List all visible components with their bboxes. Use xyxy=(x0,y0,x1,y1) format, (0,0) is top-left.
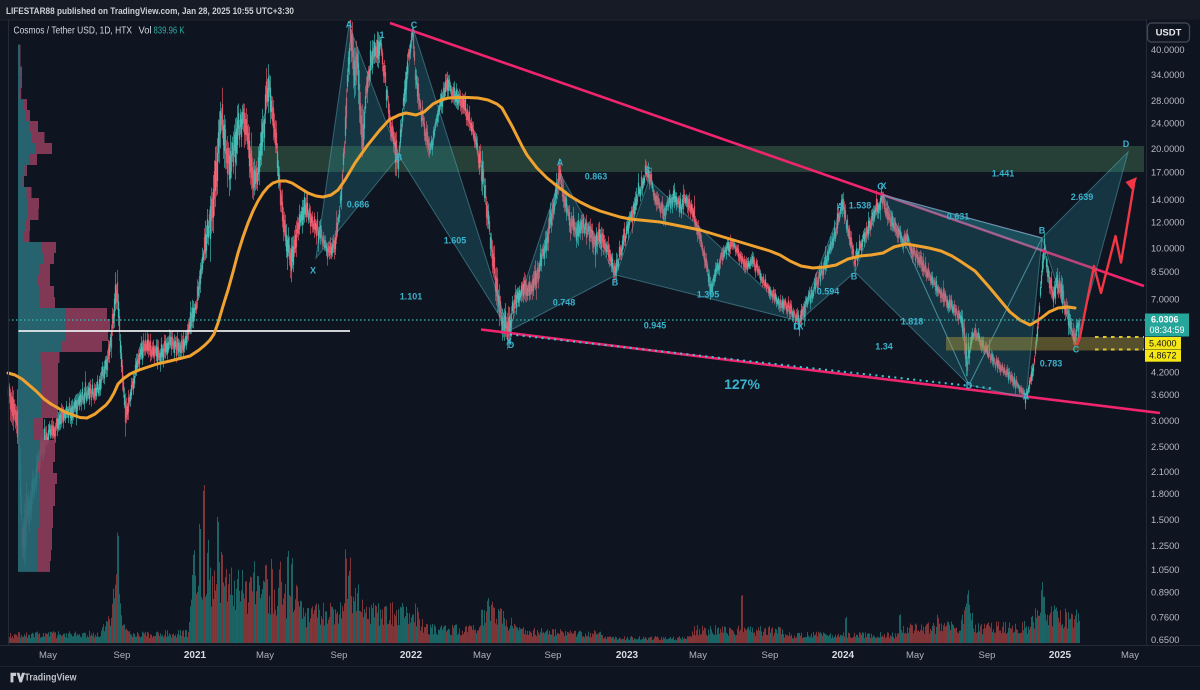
svg-text:B: B xyxy=(612,278,619,288)
svg-text:2022: 2022 xyxy=(400,650,423,661)
svg-text:TradingView: TradingView xyxy=(25,672,78,684)
svg-text:2.5000: 2.5000 xyxy=(1151,442,1179,452)
svg-text:X: X xyxy=(506,337,512,347)
svg-text:34.0000: 34.0000 xyxy=(1151,70,1185,80)
svg-text:1.818: 1.818 xyxy=(901,317,924,327)
svg-text:1.101: 1.101 xyxy=(400,292,423,302)
svg-text:Sep: Sep xyxy=(979,650,996,661)
svg-text:1.34: 1.34 xyxy=(875,342,893,352)
svg-text:Cosmos / Tether USD, 1D, HTX: Cosmos / Tether USD, 1D, HTX xyxy=(14,26,133,37)
svg-text:May: May xyxy=(906,650,924,661)
svg-text:May: May xyxy=(256,650,274,661)
svg-text:20.0000: 20.0000 xyxy=(1151,144,1185,154)
svg-text:1.605: 1.605 xyxy=(444,236,467,246)
svg-text:127%: 127% xyxy=(724,376,760,392)
svg-text:0.7600: 0.7600 xyxy=(1151,613,1179,623)
svg-text:4.8672: 4.8672 xyxy=(1149,351,1177,361)
svg-text:0.594: 0.594 xyxy=(817,287,840,297)
svg-text:1.0500: 1.0500 xyxy=(1151,565,1179,575)
svg-text:4.2000: 4.2000 xyxy=(1151,368,1179,378)
svg-text:D: D xyxy=(793,322,800,332)
svg-text:C: C xyxy=(1073,345,1080,355)
svg-text:0.748: 0.748 xyxy=(553,298,576,308)
svg-text:0.8900: 0.8900 xyxy=(1151,588,1179,598)
svg-text:B: B xyxy=(851,272,858,282)
svg-text:14.0000: 14.0000 xyxy=(1151,195,1185,205)
svg-text:0.686: 0.686 xyxy=(347,200,370,210)
svg-text:May: May xyxy=(689,650,707,661)
svg-text:X: X xyxy=(880,181,886,191)
svg-text:0.783: 0.783 xyxy=(1040,359,1063,369)
svg-text:2.1000: 2.1000 xyxy=(1151,467,1179,477)
svg-text:0.863: 0.863 xyxy=(585,172,608,182)
svg-text:A: A xyxy=(557,158,564,168)
svg-text:2023: 2023 xyxy=(616,650,639,661)
svg-text:C: C xyxy=(645,166,652,176)
svg-text:28.0000: 28.0000 xyxy=(1151,96,1185,106)
svg-text:Sep: Sep xyxy=(114,650,131,661)
svg-text:0.6500: 0.6500 xyxy=(1151,635,1179,645)
svg-text:24.0000: 24.0000 xyxy=(1151,119,1185,129)
svg-text:Vol: Vol xyxy=(139,26,152,37)
svg-text:1.5000: 1.5000 xyxy=(1151,515,1179,525)
svg-text:10.0000: 10.0000 xyxy=(1151,244,1185,254)
svg-text:Sep: Sep xyxy=(331,650,348,661)
svg-text:X: X xyxy=(310,266,316,276)
svg-text:2024: 2024 xyxy=(832,650,855,661)
svg-text:0.945: 0.945 xyxy=(644,321,667,331)
svg-text:1.2500: 1.2500 xyxy=(1151,541,1179,551)
svg-text:USDT: USDT xyxy=(1156,28,1182,39)
svg-text:A: A xyxy=(346,20,353,30)
svg-text:12.0000: 12.0000 xyxy=(1151,218,1185,228)
svg-text:1.441: 1.441 xyxy=(992,169,1015,179)
svg-text:May: May xyxy=(39,650,57,661)
svg-text:40.0000: 40.0000 xyxy=(1151,45,1185,55)
svg-text:1: 1 xyxy=(379,30,384,40)
svg-text:5.4000: 5.4000 xyxy=(1149,338,1177,348)
svg-text:D: D xyxy=(1123,139,1130,149)
svg-text:8.5000: 8.5000 xyxy=(1151,267,1179,277)
svg-text:May: May xyxy=(1121,650,1139,661)
svg-text:1.305: 1.305 xyxy=(697,290,720,300)
svg-text:A: A xyxy=(837,202,844,212)
svg-text:6.0306: 6.0306 xyxy=(1151,315,1179,325)
svg-text:A: A xyxy=(1023,392,1030,402)
svg-text:B: B xyxy=(1039,226,1046,236)
svg-text:D: D xyxy=(508,340,515,350)
svg-text:1.538: 1.538 xyxy=(849,201,872,211)
svg-text:Sep: Sep xyxy=(545,650,562,661)
svg-text:7.0000: 7.0000 xyxy=(1151,295,1179,305)
svg-text:May: May xyxy=(473,650,491,661)
svg-text:17.0000: 17.0000 xyxy=(1151,168,1185,178)
svg-text:3.0000: 3.0000 xyxy=(1151,416,1179,426)
svg-text:2025: 2025 xyxy=(1049,650,1072,661)
svg-text:Sep: Sep xyxy=(762,650,779,661)
svg-text:C: C xyxy=(877,182,884,192)
svg-text:08:34:59: 08:34:59 xyxy=(1150,325,1185,335)
svg-text:B: B xyxy=(396,153,403,163)
svg-text:2021: 2021 xyxy=(184,650,207,661)
svg-text:X: X xyxy=(797,322,803,332)
svg-text:2.639: 2.639 xyxy=(1071,192,1094,202)
svg-text:C: C xyxy=(411,20,418,30)
svg-text:D: D xyxy=(966,381,973,391)
svg-text:LIFESTAR88 published on Tradin: LIFESTAR88 published on TradingView.com,… xyxy=(6,6,294,17)
svg-text:0.631: 0.631 xyxy=(947,212,970,222)
svg-text:3.6000: 3.6000 xyxy=(1151,390,1179,400)
svg-text:839.96 K: 839.96 K xyxy=(154,26,185,37)
svg-text:1.8000: 1.8000 xyxy=(1151,489,1179,499)
